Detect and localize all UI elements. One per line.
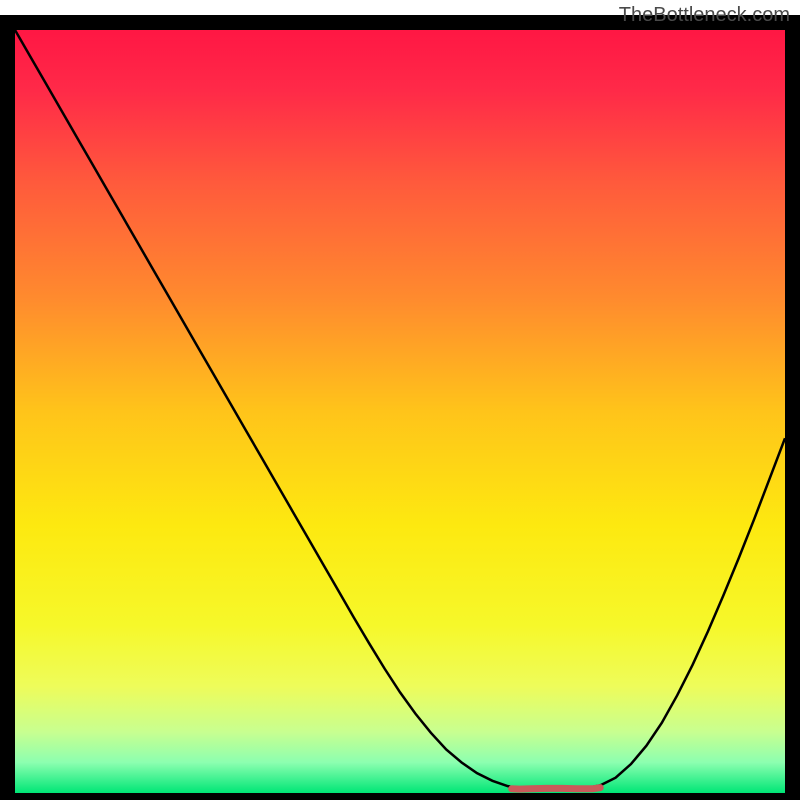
chart-frame (0, 0, 800, 800)
gradient-background (15, 30, 785, 793)
chart-svg (0, 0, 800, 800)
bottom-accent-curve (512, 788, 601, 790)
watermark-text: TheBottleneck.com (619, 4, 790, 27)
